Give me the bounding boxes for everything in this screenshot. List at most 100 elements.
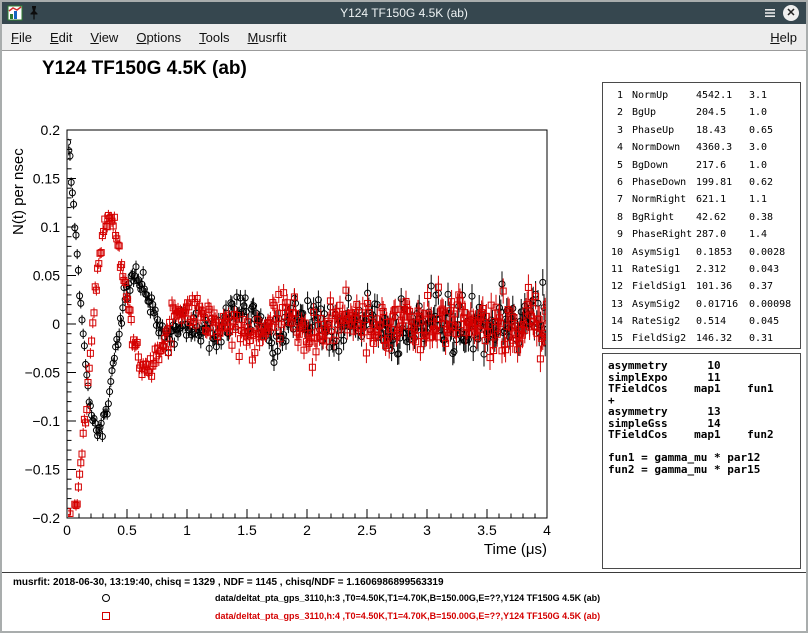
svg-text:0.5: 0.5 [117, 522, 137, 538]
param-name: AsymSig2 [632, 298, 681, 310]
param-no: 2 [616, 107, 623, 119]
legend-label: data/deltat_pta_gps_3110,h:4 ,T0=4.50K,T… [215, 611, 601, 621]
svg-text:0: 0 [63, 522, 71, 538]
pin-icon[interactable] [28, 6, 40, 20]
menu-item-view[interactable]: View [90, 29, 119, 45]
fit-status-line: musrfit: 2018-06-30, 13:19:40, chisq = 1… [13, 577, 444, 588]
param-value: 42.62 [696, 211, 727, 223]
menu-item-options[interactable]: Options [136, 29, 182, 45]
param-name: RateSig1 [632, 263, 681, 275]
param-value: 4360.3 [696, 142, 733, 154]
menu-item-help[interactable]: Help [770, 29, 797, 45]
theory-line: simpleGss 14 [608, 416, 721, 430]
param-name: NormRight [632, 194, 687, 206]
close-button[interactable]: ✕ [783, 5, 799, 21]
param-row: 5 BgDown 217.6 1.0 [609, 157, 800, 174]
svg-text:0.05: 0.05 [33, 268, 60, 284]
menu-item-tools[interactable]: Tools [199, 29, 230, 45]
param-name: NormUp [632, 90, 669, 101]
param-error: 3.0 [749, 142, 768, 154]
menu-item-file[interactable]: File [11, 29, 32, 45]
param-name: PhaseUp [632, 124, 675, 136]
menu-item-edit[interactable]: Edit [49, 29, 73, 45]
param-no: 10 [610, 246, 623, 258]
svg-text:−0.1: −0.1 [32, 413, 60, 429]
series-open-circle [68, 137, 546, 443]
status-separator [2, 572, 806, 573]
param-error: 0.31 [749, 333, 774, 345]
param-row: 8 BgRight 42.62 0.38 [609, 209, 800, 226]
param-no: 4 [616, 142, 623, 154]
param-row: 15 FieldSig2 146.32 0.31 [609, 330, 800, 347]
param-name: FieldSig2 [632, 333, 687, 345]
param-name: PhaseDown [632, 176, 687, 188]
param-row: 14 RateSig2 0.514 0.045 [609, 313, 800, 330]
param-value: 2.312 [696, 263, 727, 275]
param-value: 621.1 [696, 194, 727, 206]
svg-text:−0.05: −0.05 [25, 365, 61, 381]
param-error: 1.4 [749, 229, 768, 241]
theory-line: fun1 = gamma_mu * par12 [608, 451, 761, 464]
param-no: 3 [616, 124, 623, 136]
param-no: 14 [610, 316, 623, 328]
svg-text:Time (μs): Time (μs) [484, 541, 547, 558]
menu-item-musrfit[interactable]: Musrfit [247, 29, 287, 45]
param-row: 7 NormRight 621.1 1.1 [609, 191, 800, 208]
param-no: 6 [616, 176, 623, 188]
legend-row: data/deltat_pta_gps_3110,h:3 ,T0=4.50K,T… [2, 593, 806, 605]
svg-text:3.5: 3.5 [477, 522, 497, 538]
window-title: Y124 TF150G 4.5K (ab) [340, 6, 468, 20]
param-row: 10 AsymSig1 0.1853 0.0028 [609, 244, 800, 261]
theory-line: simplExpo 11 [608, 370, 721, 384]
param-error: 0.65 [749, 124, 774, 136]
param-value: 0.514 [696, 316, 727, 328]
param-name: FieldSig1 [632, 281, 687, 293]
param-name: RateSig2 [632, 316, 681, 328]
param-no: 15 [610, 333, 623, 345]
param-no: 1 [616, 90, 623, 101]
param-error: 0.38 [749, 211, 774, 223]
legend-label: data/deltat_pta_gps_3110,h:3 ,T0=4.50K,T… [215, 593, 601, 603]
svg-text:0.1: 0.1 [41, 219, 61, 235]
param-error: 0.045 [749, 316, 780, 328]
svg-text:N(t) per nsec: N(t) per nsec [10, 148, 27, 235]
param-error: 1.0 [749, 107, 768, 119]
param-name: PhaseRight [632, 229, 693, 241]
param-error: 1.1 [749, 194, 768, 206]
svg-text:3: 3 [423, 522, 431, 538]
param-error: 0.37 [749, 281, 774, 293]
param-error: 0.62 [749, 176, 774, 188]
window-shade-icon[interactable] [764, 7, 776, 19]
param-error: 1.0 [749, 159, 768, 171]
param-no: 12 [610, 281, 623, 293]
param-value: 146.32 [696, 333, 733, 345]
menubar: File Edit View Options Tools Musrfit Hel… [2, 24, 806, 51]
theory-line: TFieldCos map1 fun2 [608, 428, 774, 441]
theory-line: asymmetry 10 [608, 359, 721, 372]
plot-title: Y124 TF150G 4.5K (ab) [42, 58, 247, 79]
param-value: 0.1853 [696, 246, 733, 258]
svg-text:2: 2 [303, 522, 311, 538]
chart-canvas[interactable]: 0.20.150.10.050−0.05−0.1−0.15−0.20 0.5 1 1.… [2, 51, 602, 571]
param-error: 0.043 [749, 263, 780, 275]
svg-text:4: 4 [543, 522, 551, 538]
parameter-table: 1 NormUp 4542.1 3.1 2 BgUp 204.5 1.0 3 PhaseUp 18.… [602, 82, 801, 349]
open-square-marker-icon [102, 612, 110, 620]
svg-text:0: 0 [52, 316, 60, 332]
param-error: 3.1 [749, 90, 768, 101]
param-row: 2 BgUp 204.5 1.0 [609, 104, 800, 121]
param-no: 11 [610, 263, 623, 275]
theory-block: asymmetry 10 simplExpo 11 TFieldCos map1 f… [602, 353, 801, 569]
param-row: 4 NormDown 4360.3 3.0 [609, 139, 800, 156]
param-value: 204.5 [696, 107, 727, 119]
app-icon[interactable] [7, 5, 23, 21]
open-circle-marker-icon [102, 594, 110, 602]
theory-line: + [608, 393, 615, 407]
param-name: BgDown [632, 159, 669, 171]
param-name: AsymSig1 [632, 246, 681, 258]
param-name: BgUp [632, 107, 657, 119]
svg-text:1: 1 [183, 522, 191, 538]
param-name: BgRight [632, 211, 675, 223]
canvas-area: Y124 TF150G 4.5K (ab) 0.2 0.15 0.1 0.05 0 −0.… [2, 51, 806, 631]
